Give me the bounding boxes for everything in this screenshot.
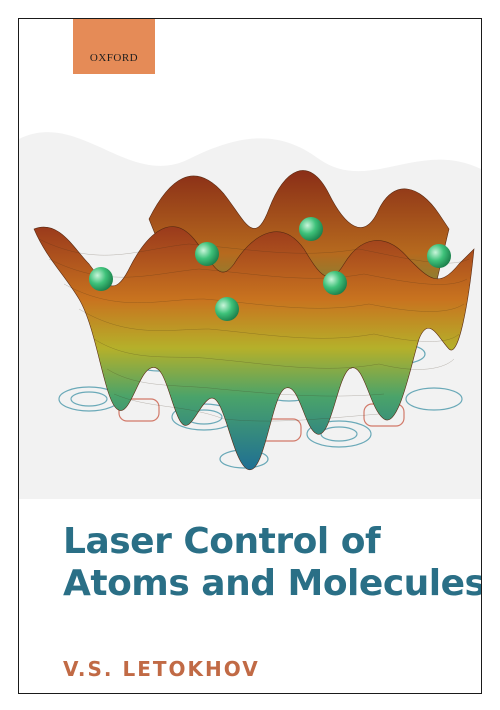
book-cover: OXFORD [18, 18, 482, 694]
atom-5 [323, 271, 347, 295]
title-line-2: Atoms and Molecules [63, 563, 482, 604]
atom-6 [215, 297, 239, 321]
atom-4 [427, 244, 451, 268]
publisher-logo: OXFORD [73, 19, 155, 74]
book-author: V.S. LETOKHOV [63, 657, 260, 681]
atoms [89, 217, 451, 321]
surface-mesh [38, 238, 470, 422]
title-line-1: Laser Control of [63, 521, 381, 562]
atom-3 [299, 217, 323, 241]
book-title: Laser Control of Atoms and Molecules [63, 521, 482, 605]
cover-illustration [19, 132, 481, 499]
potential-surface-front [33, 226, 475, 470]
publisher-name: OXFORD [89, 52, 139, 64]
atom-2 [195, 242, 219, 266]
atom-1 [89, 267, 113, 291]
